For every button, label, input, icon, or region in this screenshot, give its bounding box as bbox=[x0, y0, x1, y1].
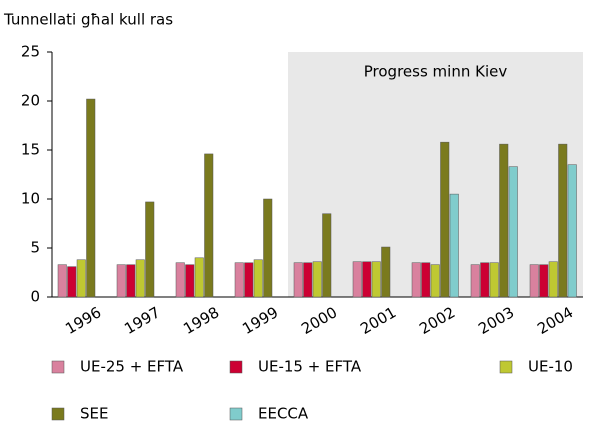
bar bbox=[529, 264, 539, 298]
bar bbox=[234, 262, 244, 298]
bar bbox=[145, 201, 155, 298]
bar bbox=[194, 257, 204, 298]
bar bbox=[499, 143, 509, 298]
bar bbox=[67, 266, 77, 298]
legend-swatch bbox=[229, 407, 243, 421]
y-tick-label: 5 bbox=[30, 239, 40, 257]
bar bbox=[539, 264, 549, 298]
y-axis-label: Tunnellati għal kull ras bbox=[3, 11, 173, 29]
bar bbox=[411, 262, 421, 298]
bar bbox=[558, 143, 568, 298]
bar bbox=[430, 264, 440, 298]
bar bbox=[312, 261, 322, 298]
bar bbox=[470, 264, 480, 298]
bar bbox=[116, 264, 126, 298]
x-tick-label: 2004 bbox=[534, 303, 576, 338]
y-tick-label: 0 bbox=[30, 288, 40, 306]
y-tick-label: 20 bbox=[21, 92, 40, 110]
bar bbox=[567, 164, 577, 298]
x-tick-label: 2003 bbox=[475, 303, 517, 338]
bar bbox=[135, 259, 145, 298]
bar bbox=[244, 262, 254, 298]
legend-swatch bbox=[229, 360, 243, 374]
bar bbox=[293, 262, 303, 298]
legend-swatch bbox=[51, 407, 65, 421]
y-tick-label: 25 bbox=[21, 43, 40, 61]
bar bbox=[76, 259, 86, 298]
bar bbox=[185, 264, 195, 298]
legend-label: UE-10 bbox=[528, 358, 573, 376]
x-tick-label: 2000 bbox=[298, 303, 340, 338]
bar bbox=[371, 261, 381, 298]
bar bbox=[352, 261, 362, 298]
legend-swatch bbox=[499, 360, 513, 374]
bar bbox=[449, 193, 459, 298]
x-tick-label: 1996 bbox=[62, 303, 104, 338]
y-tick-label: 15 bbox=[21, 141, 40, 159]
bar bbox=[57, 264, 67, 298]
x-tick-label: 1997 bbox=[121, 303, 163, 338]
x-tick-label: 2002 bbox=[416, 303, 458, 338]
bar bbox=[548, 261, 558, 298]
legend-label: UE-25 + EFTA bbox=[80, 358, 184, 376]
y-tick-label: 10 bbox=[21, 190, 40, 208]
bar bbox=[489, 262, 499, 298]
bar bbox=[263, 198, 273, 298]
bar bbox=[508, 166, 518, 298]
x-tick-label: 1998 bbox=[180, 303, 222, 338]
bar bbox=[322, 213, 332, 298]
bar bbox=[86, 98, 96, 298]
bar bbox=[440, 141, 450, 298]
annotation: Progress minn Kiev bbox=[364, 63, 508, 81]
bar bbox=[126, 264, 136, 298]
bar bbox=[421, 262, 431, 298]
bar bbox=[253, 259, 263, 298]
bar bbox=[175, 262, 185, 298]
x-tick-label: 1999 bbox=[239, 303, 281, 338]
legend-swatch bbox=[51, 360, 65, 374]
shaded-region bbox=[288, 52, 583, 297]
bar bbox=[381, 246, 391, 298]
bar bbox=[480, 262, 490, 298]
legend-label: SEE bbox=[80, 405, 108, 423]
bar bbox=[362, 261, 372, 298]
bar bbox=[303, 262, 313, 298]
legend-label: EECCA bbox=[258, 405, 309, 423]
legend-label: UE-15 + EFTA bbox=[258, 358, 362, 376]
x-tick-label: 2001 bbox=[357, 303, 399, 338]
bar bbox=[204, 153, 214, 298]
